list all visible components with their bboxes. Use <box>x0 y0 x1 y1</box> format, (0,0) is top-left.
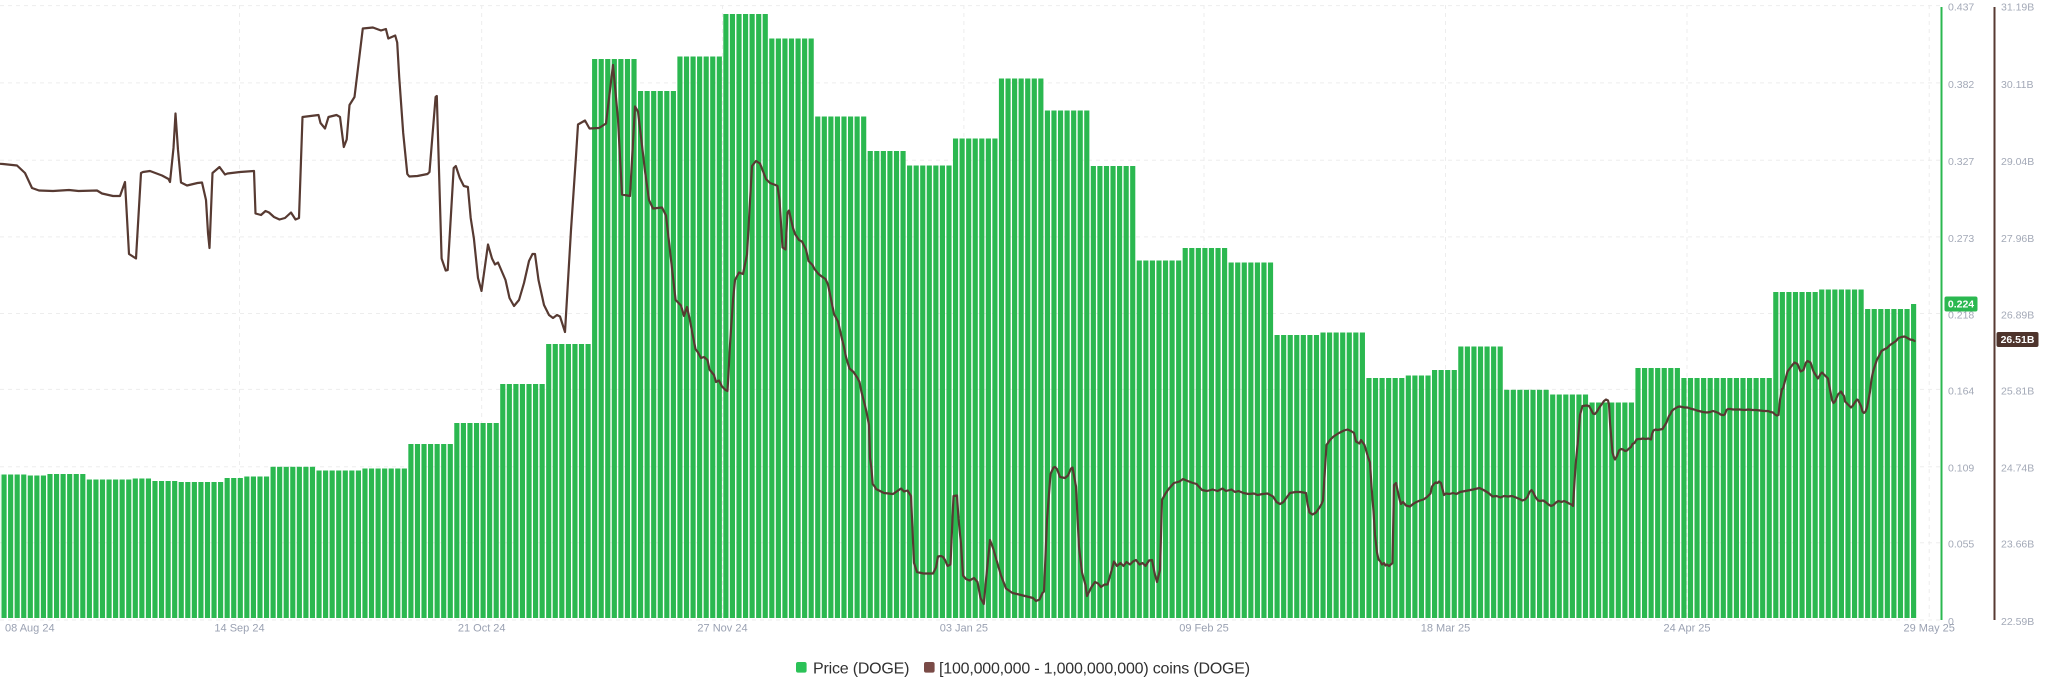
svg-text:29 May 25: 29 May 25 <box>1904 623 1955 635</box>
svg-text:09 Feb 25: 09 Feb 25 <box>1179 623 1229 635</box>
svg-text:23.66B: 23.66B <box>2001 539 2034 551</box>
svg-text:18 Mar 25: 18 Mar 25 <box>1421 623 1471 635</box>
svg-text:0.327: 0.327 <box>1948 156 1974 168</box>
svg-text:0.437: 0.437 <box>1948 2 1974 14</box>
svg-text:26.51B: 26.51B <box>2001 334 2035 346</box>
svg-text:24.74B: 24.74B <box>2001 463 2034 475</box>
svg-text:[100,000,000 - 1,000,000,000): [100,000,000 - 1,000,000,000) coins (DOG… <box>939 661 1250 678</box>
svg-text:25.81B: 25.81B <box>2001 385 2034 397</box>
svg-text:03 Jan 25: 03 Jan 25 <box>940 623 988 635</box>
svg-text:0.218: 0.218 <box>1948 310 1974 322</box>
svg-text:22.59B: 22.59B <box>2001 616 2034 628</box>
svg-text:0.224: 0.224 <box>1948 299 1974 311</box>
svg-text:21 Oct 24: 21 Oct 24 <box>458 623 506 635</box>
svg-text:14 Sep 24: 14 Sep 24 <box>214 623 264 635</box>
svg-text:30.11B: 30.11B <box>2001 79 2034 91</box>
svg-text:26.89B: 26.89B <box>2001 310 2034 322</box>
svg-text:0.109: 0.109 <box>1948 463 1974 475</box>
svg-text:0.273: 0.273 <box>1948 233 1974 245</box>
svg-text:0.164: 0.164 <box>1948 385 1974 397</box>
svg-text:08 Aug 24: 08 Aug 24 <box>5 623 55 635</box>
svg-text:27 Nov 24: 27 Nov 24 <box>697 623 747 635</box>
svg-text:24 Apr 25: 24 Apr 25 <box>1663 623 1710 635</box>
svg-text:29.04B: 29.04B <box>2001 156 2034 168</box>
svg-text:31.19B: 31.19B <box>2001 2 2034 14</box>
svg-text:0.382: 0.382 <box>1948 79 1974 91</box>
svg-text:Price (DOGE): Price (DOGE) <box>813 661 909 678</box>
svg-text:27.96B: 27.96B <box>2001 233 2034 245</box>
svg-text:0: 0 <box>1948 616 1954 628</box>
svg-text:0.055: 0.055 <box>1948 539 1974 551</box>
